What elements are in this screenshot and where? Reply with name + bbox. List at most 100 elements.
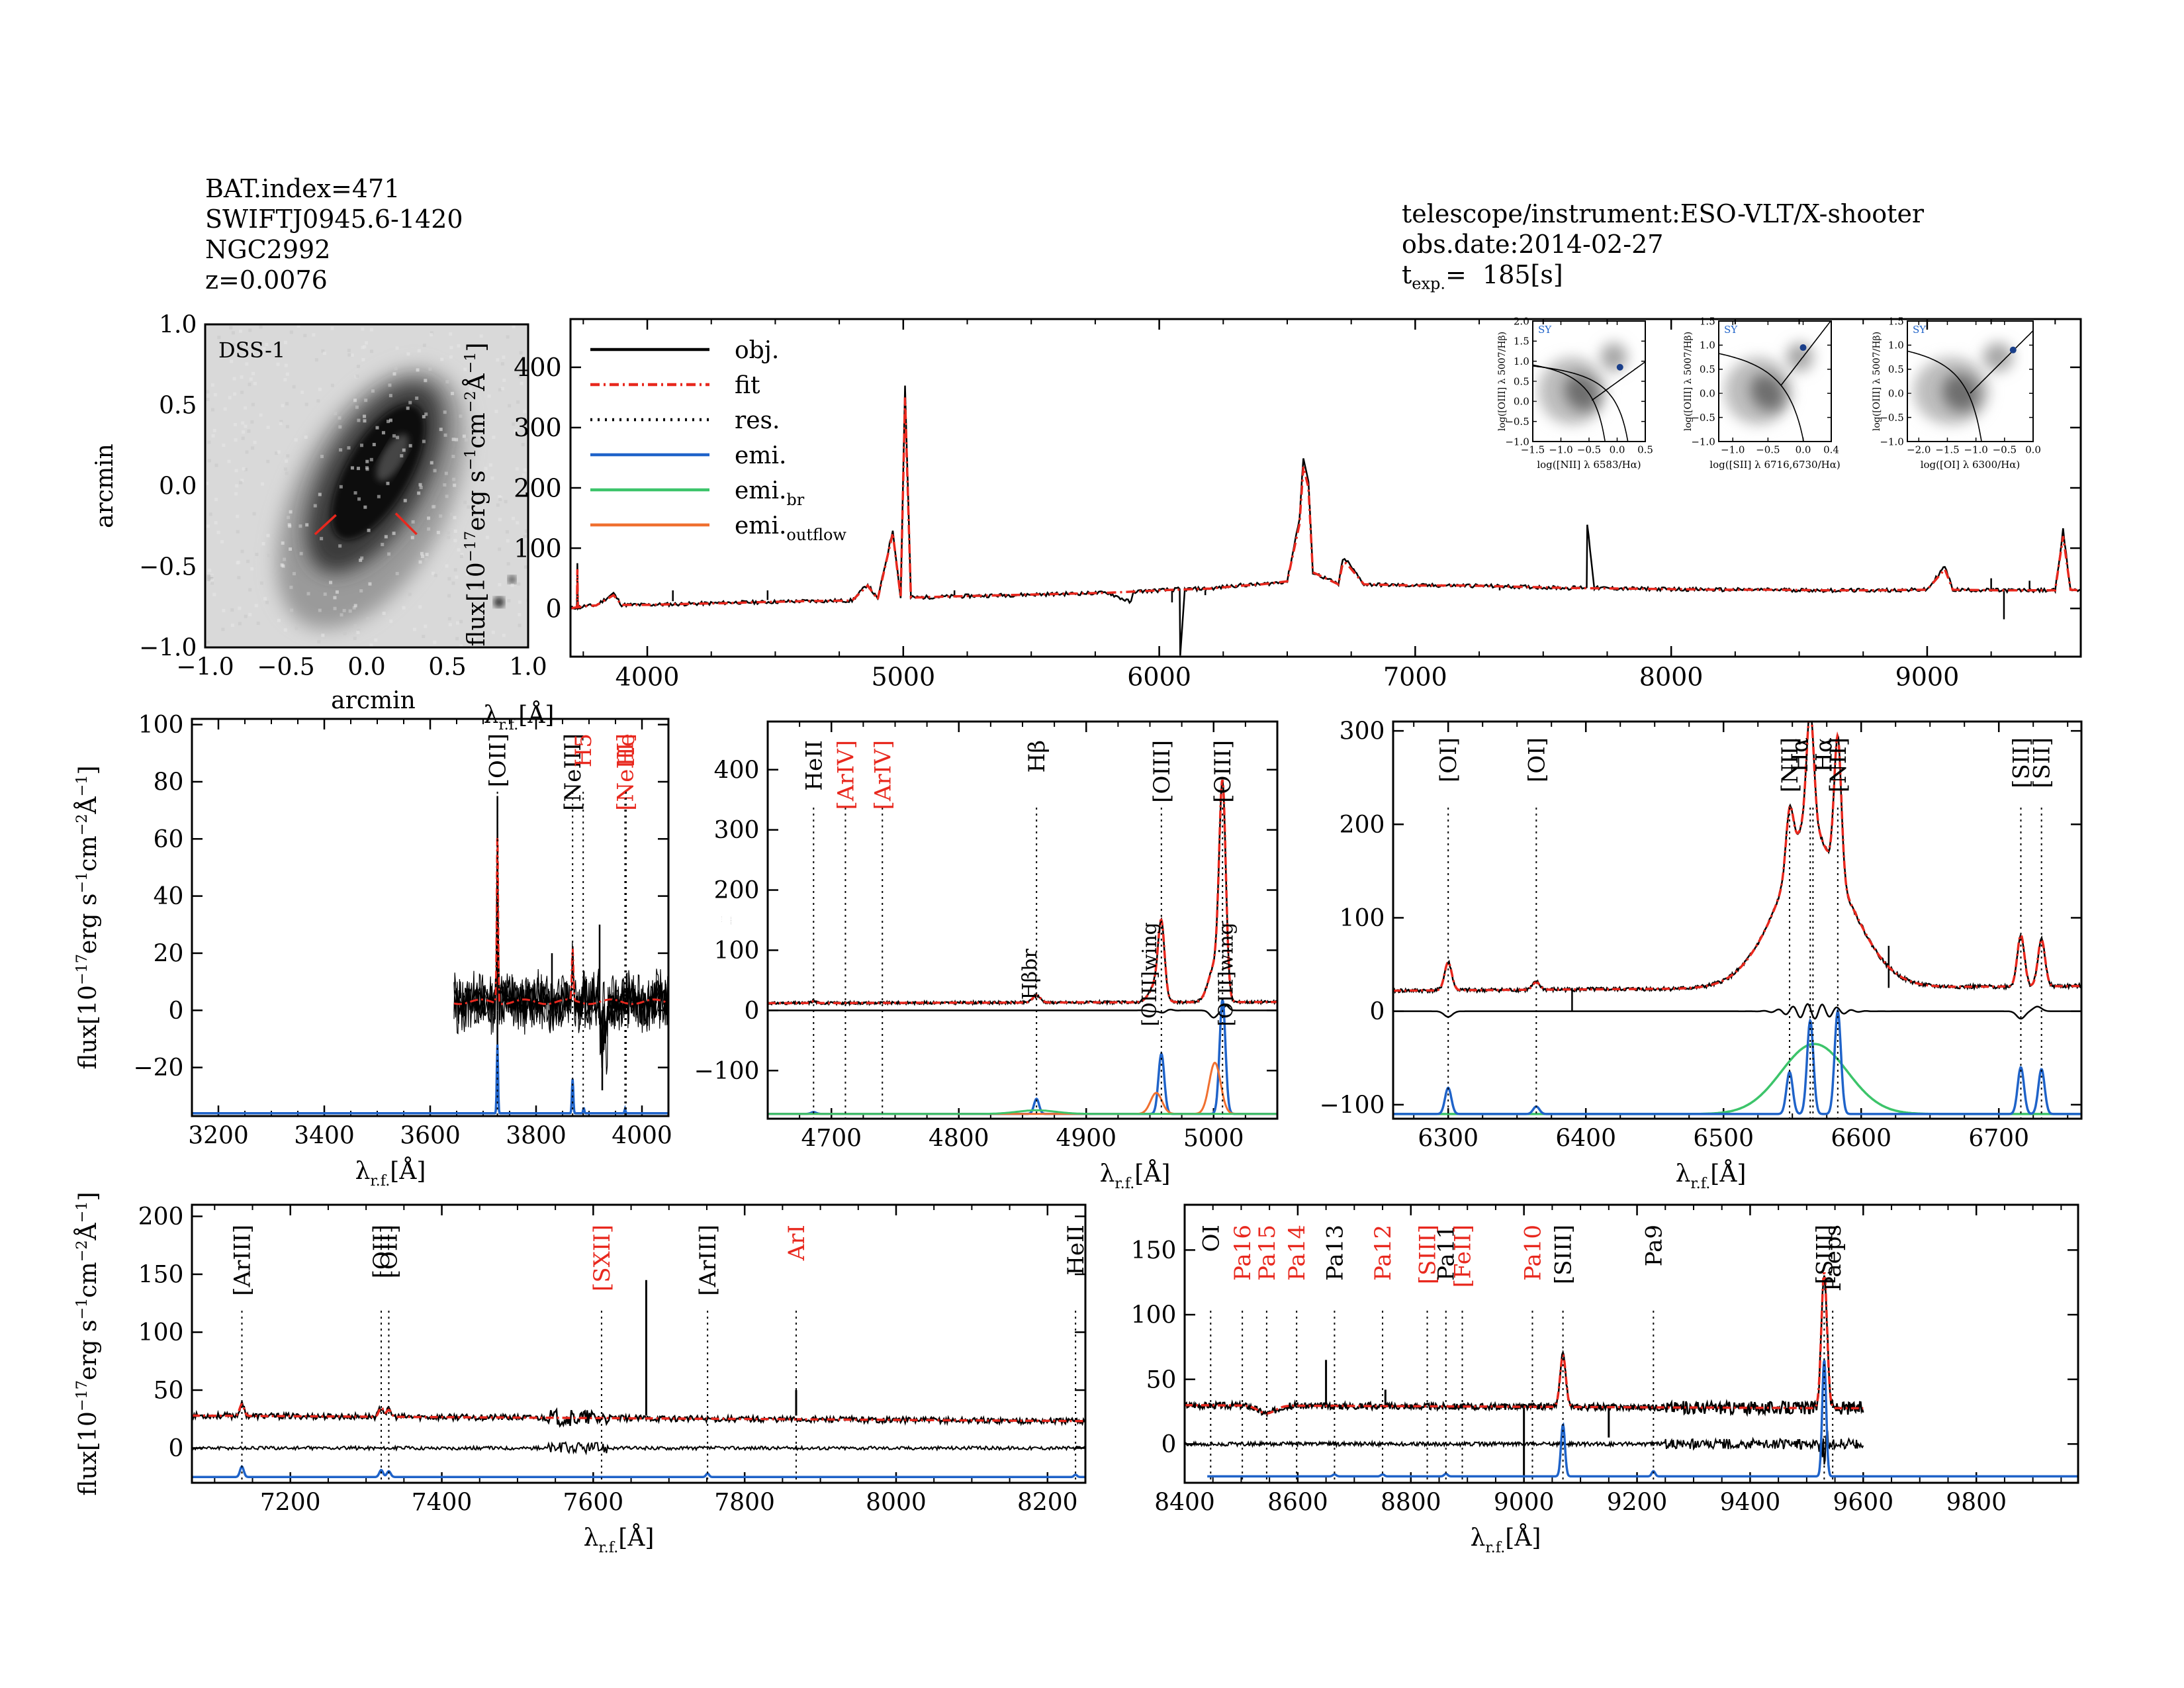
x-tick-label: −0.5 bbox=[257, 653, 314, 680]
image-noise bbox=[453, 483, 457, 487]
y-tick-label: 50 bbox=[1146, 1366, 1177, 1393]
image-noise bbox=[353, 399, 357, 402]
image-noise bbox=[430, 333, 433, 337]
line-label: [OI] bbox=[1435, 737, 1462, 782]
image-noise bbox=[241, 421, 245, 425]
image-noise bbox=[283, 628, 287, 632]
image-noise bbox=[522, 473, 525, 477]
image-noise bbox=[361, 357, 365, 361]
image-noise bbox=[451, 391, 455, 395]
demarcation-curve bbox=[1780, 321, 1831, 385]
image-noise bbox=[518, 600, 522, 604]
y-axis-label: log([OIII] λ 5007/Hβ) bbox=[1497, 332, 1508, 431]
image-noise bbox=[447, 594, 451, 598]
image-noise bbox=[433, 573, 437, 577]
legend-label: emi. bbox=[735, 442, 786, 469]
image-noise bbox=[433, 640, 437, 644]
x-tick-label: 7000 bbox=[1383, 663, 1447, 692]
image-noise bbox=[333, 596, 337, 600]
line-label: Pa9 bbox=[1641, 1225, 1667, 1266]
image-noise bbox=[484, 467, 488, 471]
image-noise bbox=[370, 350, 374, 353]
image-noise bbox=[210, 573, 214, 577]
series-emi bbox=[768, 999, 1277, 1115]
image-noise bbox=[338, 544, 342, 548]
y-tick-label: 0.0 bbox=[1514, 396, 1529, 408]
image-noise bbox=[462, 434, 466, 438]
image-noise bbox=[427, 516, 431, 520]
image-noise bbox=[232, 343, 236, 347]
y-tick-label: 40 bbox=[154, 883, 184, 910]
image-noise bbox=[292, 572, 296, 576]
y-axis-label: arcmin bbox=[91, 444, 118, 528]
line-label: [ArIV] bbox=[833, 740, 859, 810]
image-noise bbox=[259, 581, 263, 585]
image-noise bbox=[422, 634, 426, 638]
line-label: Pa15 bbox=[1254, 1225, 1281, 1281]
image-noise bbox=[312, 333, 316, 337]
image-noise bbox=[510, 583, 514, 587]
image-noise bbox=[343, 632, 347, 635]
image-noise bbox=[280, 563, 284, 567]
x-axis-label: λr.f.[Å] bbox=[1100, 1160, 1171, 1192]
y-tick-label: 100 bbox=[1340, 905, 1385, 932]
image-noise bbox=[221, 628, 225, 632]
x-tick-label: 0.4 bbox=[1823, 444, 1839, 455]
image-noise bbox=[214, 463, 218, 467]
series-obj bbox=[570, 385, 2081, 656]
image-noise bbox=[240, 479, 244, 483]
panel-bpt2: −1.0 −0.5 0.0 0.4 −1.0 −0.5 0.0 0.5 1.0 1.5 SY log(… bbox=[1683, 315, 1841, 471]
image-noise bbox=[388, 383, 392, 387]
line-label: [ArIII] bbox=[695, 1225, 721, 1296]
image-title: DSS-1 bbox=[218, 338, 285, 363]
density-agn bbox=[1983, 342, 2013, 372]
bpt-density bbox=[1913, 342, 2013, 425]
line-label: Pa13 bbox=[1322, 1225, 1348, 1281]
line-label: [OIII] bbox=[1149, 740, 1175, 803]
x-tick-label: 8000 bbox=[1639, 663, 1704, 692]
image-noise bbox=[386, 481, 390, 485]
image-noise bbox=[469, 387, 473, 391]
image-noise bbox=[386, 420, 390, 424]
image-noise bbox=[330, 326, 334, 330]
image-noise bbox=[348, 609, 352, 613]
image-noise bbox=[410, 536, 414, 539]
axes-frame bbox=[1532, 320, 1646, 442]
image-noise bbox=[366, 617, 370, 621]
y-tick-label: 100 bbox=[1131, 1302, 1177, 1329]
y-tick-label: 1.0 bbox=[1888, 340, 1904, 352]
image-noise bbox=[413, 628, 417, 632]
series-emi bbox=[1393, 1008, 2081, 1115]
image-noise bbox=[500, 362, 504, 366]
image-noise bbox=[424, 379, 428, 383]
image-noise bbox=[502, 378, 506, 382]
image-noise bbox=[313, 504, 317, 508]
image-noise bbox=[408, 444, 412, 447]
legend-label: fit bbox=[735, 372, 760, 399]
line-label: Pa16 bbox=[1230, 1225, 1256, 1281]
y-tick-label: 1.5 bbox=[1888, 315, 1904, 327]
image-noise bbox=[500, 387, 504, 391]
line-label: Pa10 bbox=[1520, 1225, 1546, 1281]
image-noise bbox=[320, 455, 324, 459]
y-tick-label: 150 bbox=[138, 1262, 184, 1289]
demarcation-curve bbox=[1907, 350, 1982, 442]
panel-ha: 6300 6400 6500 6600 6700 −100 0 100 200 300 [OI] [O… bbox=[1320, 718, 2083, 1152]
image-noise bbox=[406, 406, 410, 410]
y-tick-label: −0.5 bbox=[139, 554, 197, 581]
x-axis-label: log([NII] λ 6583/Hα) bbox=[1537, 459, 1641, 471]
image-noise bbox=[518, 375, 522, 379]
line-label: Hα bbox=[1787, 737, 1813, 773]
object-point bbox=[2009, 346, 2017, 353]
image-noise bbox=[296, 324, 300, 328]
image-noise bbox=[335, 590, 339, 594]
x-tick-label: 7400 bbox=[412, 1489, 473, 1516]
image-noise bbox=[363, 505, 367, 509]
image-noise bbox=[285, 402, 289, 406]
line-label: [SIII] bbox=[1415, 1225, 1441, 1284]
y-tick-label: −0.5 bbox=[1880, 412, 1903, 424]
y-tick-label: 80 bbox=[154, 769, 184, 796]
image-noise bbox=[459, 555, 463, 559]
image-noise bbox=[287, 516, 291, 520]
